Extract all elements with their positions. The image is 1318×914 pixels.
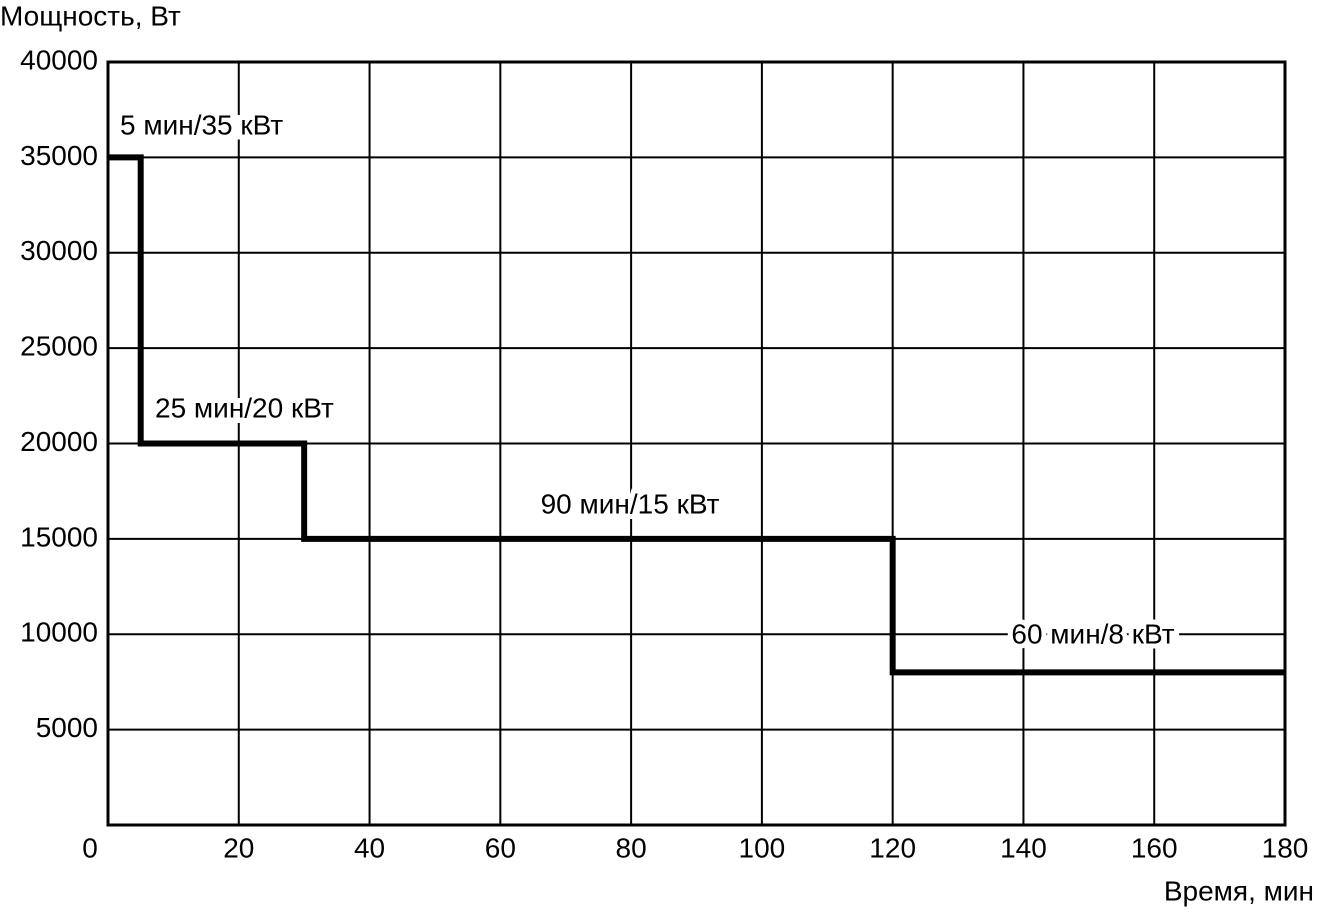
x-tick-label: 20: [223, 832, 254, 863]
y-tick-label: 40000: [20, 44, 98, 75]
y-tick-label: 30000: [20, 235, 98, 266]
x-tick-label: 140: [1000, 832, 1047, 863]
y-tick-label: 25000: [20, 331, 98, 362]
y-tick-label: 5000: [36, 712, 98, 743]
y-axis-label: Мощность, Вт: [0, 0, 181, 31]
x-tick-label: 60: [485, 832, 516, 863]
x-tick-label: 120: [869, 832, 916, 863]
y-tick-label: 20000: [20, 426, 98, 457]
step-line: [108, 154, 1285, 676]
x-tick-label: 160: [1131, 832, 1178, 863]
x-tick-label: 100: [739, 832, 786, 863]
annotation: 90 мин/15 кВт: [541, 488, 720, 519]
x-tick-label: 180: [1262, 832, 1309, 863]
x-tick-label: 0: [82, 832, 98, 863]
x-tick-label: 80: [616, 832, 647, 863]
x-axis-label: Время, мин: [1164, 875, 1314, 906]
x-tick-label: 40: [354, 832, 385, 863]
annotation: 25 мин/20 кВт: [155, 392, 334, 423]
y-tick-label: 10000: [20, 617, 98, 648]
y-tick-label: 35000: [20, 140, 98, 171]
plot-frame: [106, 60, 1287, 827]
y-tick-label: 15000: [20, 521, 98, 552]
annotation: 5 мин/35 кВт: [120, 109, 283, 140]
annotation: 60 мин/8 кВт: [1011, 618, 1174, 649]
